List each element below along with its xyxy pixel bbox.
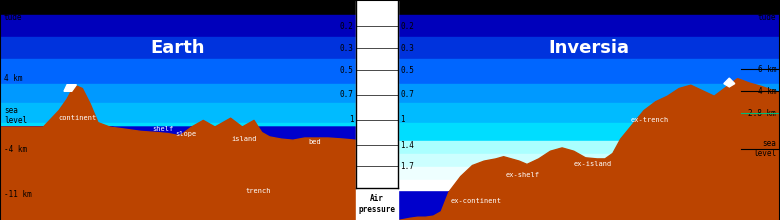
Text: 0.7: 0.7 — [339, 90, 353, 99]
Text: ex-trench: ex-trench — [630, 117, 668, 123]
Text: 1.7: 1.7 — [400, 162, 414, 170]
Text: trench: trench — [246, 188, 271, 194]
Text: Earth: Earth — [151, 39, 205, 57]
Polygon shape — [64, 85, 76, 91]
Text: 0.2: 0.2 — [400, 22, 414, 31]
Text: 6 km: 6 km — [757, 65, 776, 74]
Text: 0.2: 0.2 — [339, 22, 353, 31]
Text: island: island — [232, 136, 257, 142]
Text: Alti-
tude: Alti- tude — [753, 2, 776, 22]
Text: Inversia: Inversia — [548, 39, 629, 57]
Text: 1.4: 1.4 — [400, 141, 414, 150]
Text: 4 km: 4 km — [757, 87, 776, 96]
Text: sea
level: sea level — [4, 106, 27, 125]
Polygon shape — [724, 78, 735, 87]
Text: ex-continent: ex-continent — [451, 198, 502, 204]
Text: continent: continent — [58, 115, 97, 121]
Text: 0.3: 0.3 — [400, 44, 414, 53]
Text: 0.5: 0.5 — [400, 66, 414, 75]
Text: ex-shelf: ex-shelf — [505, 172, 540, 178]
Text: 4 km: 4 km — [4, 74, 23, 82]
Text: bed: bed — [308, 139, 321, 145]
Text: 0.3: 0.3 — [339, 44, 353, 53]
Text: Alti-
tude: Alti- tude — [4, 2, 27, 22]
Text: 1: 1 — [400, 116, 405, 124]
Text: 0.7: 0.7 — [400, 90, 414, 99]
Text: 0.5: 0.5 — [339, 66, 353, 75]
Text: shelf: shelf — [152, 126, 173, 132]
Text: 2.8 km: 2.8 km — [748, 109, 776, 118]
Text: Air
pressure: Air pressure — [358, 194, 395, 214]
Text: ex-island: ex-island — [573, 161, 612, 167]
Text: -4 km: -4 km — [4, 145, 27, 154]
Text: 1: 1 — [349, 116, 353, 124]
Text: sea
level: sea level — [753, 139, 776, 158]
Text: -11 km: -11 km — [4, 190, 32, 199]
Text: slope: slope — [176, 131, 197, 137]
